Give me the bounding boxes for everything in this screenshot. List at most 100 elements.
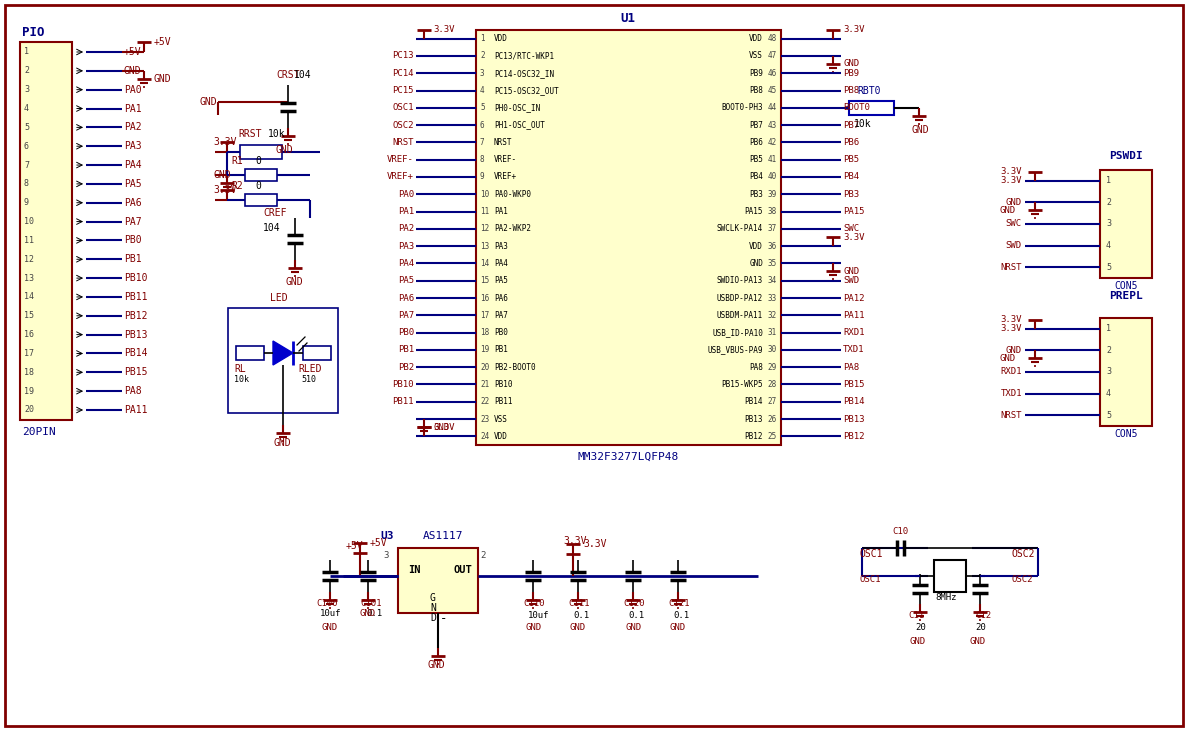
Text: 3.3V: 3.3V (583, 539, 607, 549)
Text: 40: 40 (767, 173, 777, 181)
Text: MM32F3277LQFP48: MM32F3277LQFP48 (577, 452, 678, 462)
Text: PB15-WKP5: PB15-WKP5 (721, 380, 763, 389)
Bar (245, 169, 277, 181)
Text: 4: 4 (1106, 241, 1111, 250)
Text: 20: 20 (915, 624, 925, 632)
Text: C110: C110 (523, 599, 544, 608)
Text: PA0: PA0 (124, 85, 141, 95)
Text: PA2: PA2 (398, 224, 413, 233)
Text: 15: 15 (24, 311, 34, 320)
Text: C100: C100 (316, 599, 337, 608)
Text: PREPL: PREPL (1110, 291, 1143, 301)
Text: 3.3V: 3.3V (432, 25, 455, 34)
Text: PB15: PB15 (843, 380, 865, 389)
Text: PA0: PA0 (398, 190, 413, 199)
Text: PC13: PC13 (392, 51, 413, 61)
Text: 11: 11 (24, 236, 34, 245)
Text: PB6: PB6 (843, 138, 859, 147)
Text: PB13: PB13 (745, 414, 763, 423)
Text: SWD: SWD (843, 276, 859, 285)
Text: SWC: SWC (843, 224, 859, 233)
Text: 20: 20 (480, 363, 489, 371)
Text: PC14-OSC32_IN: PC14-OSC32_IN (494, 69, 554, 77)
Bar (240, 145, 282, 159)
Text: OSC1: OSC1 (860, 575, 881, 585)
Text: N: N (430, 603, 436, 613)
Text: 7: 7 (24, 161, 29, 170)
Text: PB10: PB10 (494, 380, 512, 389)
Text: 3.3V: 3.3V (843, 232, 865, 242)
Text: 19: 19 (480, 345, 489, 355)
Text: 0.1: 0.1 (573, 612, 589, 621)
Text: 10: 10 (24, 217, 34, 226)
Text: USB_ID-PA10: USB_ID-PA10 (712, 328, 763, 337)
Text: 5: 5 (1106, 411, 1111, 420)
Polygon shape (273, 341, 293, 365)
Text: PB9: PB9 (843, 69, 859, 77)
Text: OSC1: OSC1 (860, 549, 884, 559)
Text: RBT0: RBT0 (857, 86, 880, 96)
Text: PA8: PA8 (124, 386, 141, 396)
Text: RXD1: RXD1 (843, 328, 865, 337)
Text: BOOT0-PH3: BOOT0-PH3 (721, 103, 763, 113)
Text: OUT: OUT (454, 565, 473, 575)
Text: PB11: PB11 (392, 397, 413, 406)
Text: 8: 8 (24, 179, 29, 189)
Text: PA7: PA7 (494, 311, 508, 320)
Text: 8MHz: 8MHz (935, 594, 956, 602)
Text: 32: 32 (767, 311, 777, 320)
Text: 3: 3 (1106, 368, 1111, 376)
Text: +5V: +5V (369, 538, 387, 548)
Text: 45: 45 (767, 86, 777, 95)
Text: NRST: NRST (1000, 262, 1022, 272)
Text: PA15: PA15 (843, 207, 865, 216)
Text: GND: GND (843, 59, 859, 69)
Text: GND: GND (1000, 206, 1016, 215)
Text: 34: 34 (767, 276, 777, 285)
Text: -: - (440, 613, 448, 626)
Bar (1100, 318, 1152, 426)
Text: 19: 19 (24, 387, 34, 395)
Text: NRST: NRST (494, 138, 512, 147)
Text: PB5: PB5 (750, 155, 763, 164)
Text: 0: 0 (255, 181, 261, 191)
Text: PA5: PA5 (398, 276, 413, 285)
Text: VDD: VDD (750, 34, 763, 43)
Text: PB10: PB10 (392, 380, 413, 389)
Text: 33: 33 (767, 294, 777, 303)
Text: USB_VBUS-PA9: USB_VBUS-PA9 (708, 345, 763, 355)
Text: U1: U1 (620, 12, 636, 25)
Text: VREF-: VREF- (387, 155, 413, 164)
Text: VREF+: VREF+ (387, 173, 413, 181)
Text: PB0: PB0 (398, 328, 413, 337)
Text: 48: 48 (767, 34, 777, 43)
Text: VSS: VSS (750, 51, 763, 61)
Text: RRST: RRST (238, 129, 261, 139)
Text: C11: C11 (908, 612, 924, 621)
Text: PA3: PA3 (124, 141, 141, 151)
Text: 3.3V: 3.3V (1000, 176, 1022, 185)
Text: IN: IN (407, 565, 421, 575)
Text: 6: 6 (24, 142, 29, 151)
Text: GND: GND (525, 624, 541, 632)
Text: PB1: PB1 (124, 254, 141, 265)
Text: 5: 5 (24, 123, 29, 132)
Text: C10: C10 (892, 528, 908, 537)
Text: PB1: PB1 (398, 345, 413, 355)
Text: CREF: CREF (263, 208, 286, 218)
Text: 13: 13 (480, 242, 489, 251)
Text: 3.3V: 3.3V (563, 536, 587, 546)
Text: 2: 2 (480, 551, 486, 561)
Text: PB13: PB13 (843, 414, 865, 423)
Text: PB11: PB11 (494, 397, 512, 406)
Text: 104: 104 (293, 70, 311, 80)
Text: 4: 4 (480, 86, 485, 95)
Text: 18: 18 (24, 368, 34, 376)
Text: 23: 23 (480, 414, 489, 423)
Text: 5: 5 (480, 103, 485, 113)
Text: PB8: PB8 (843, 86, 859, 95)
Text: 3.3V: 3.3V (1000, 325, 1022, 333)
Text: GND: GND (213, 170, 230, 180)
Text: 10uf: 10uf (320, 610, 341, 618)
Text: 12: 12 (480, 224, 489, 233)
